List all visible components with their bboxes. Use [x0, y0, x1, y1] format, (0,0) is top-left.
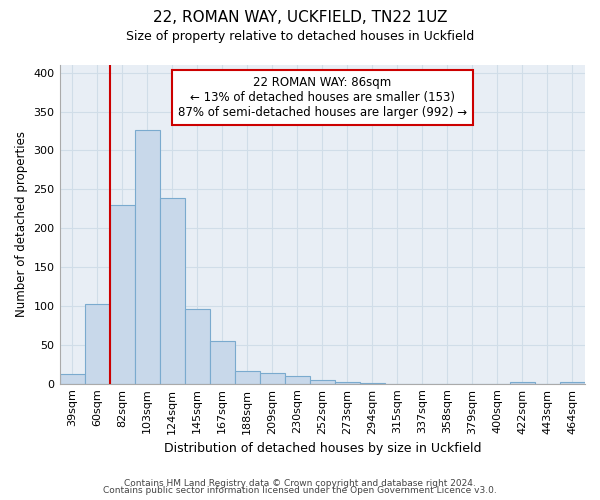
Bar	[335, 382, 360, 384]
Text: 22, ROMAN WAY, UCKFIELD, TN22 1UZ: 22, ROMAN WAY, UCKFIELD, TN22 1UZ	[153, 10, 447, 25]
Bar	[59, 374, 85, 384]
Text: 22 ROMAN WAY: 86sqm
← 13% of detached houses are smaller (153)
87% of semi-detac: 22 ROMAN WAY: 86sqm ← 13% of detached ho…	[178, 76, 467, 119]
Bar	[360, 383, 385, 384]
Text: Contains public sector information licensed under the Open Government Licence v3: Contains public sector information licen…	[103, 486, 497, 495]
Bar	[85, 304, 110, 384]
Bar	[134, 130, 160, 384]
Bar	[560, 382, 585, 384]
Bar	[510, 382, 535, 384]
Bar	[310, 380, 335, 384]
Bar	[235, 371, 260, 384]
Y-axis label: Number of detached properties: Number of detached properties	[15, 132, 28, 318]
Bar	[160, 198, 185, 384]
Bar	[260, 373, 285, 384]
Text: Size of property relative to detached houses in Uckfield: Size of property relative to detached ho…	[126, 30, 474, 43]
Bar	[209, 341, 235, 384]
Text: Contains HM Land Registry data © Crown copyright and database right 2024.: Contains HM Land Registry data © Crown c…	[124, 478, 476, 488]
Bar	[285, 376, 310, 384]
Bar	[110, 205, 134, 384]
Bar	[185, 309, 209, 384]
X-axis label: Distribution of detached houses by size in Uckfield: Distribution of detached houses by size …	[164, 442, 481, 455]
